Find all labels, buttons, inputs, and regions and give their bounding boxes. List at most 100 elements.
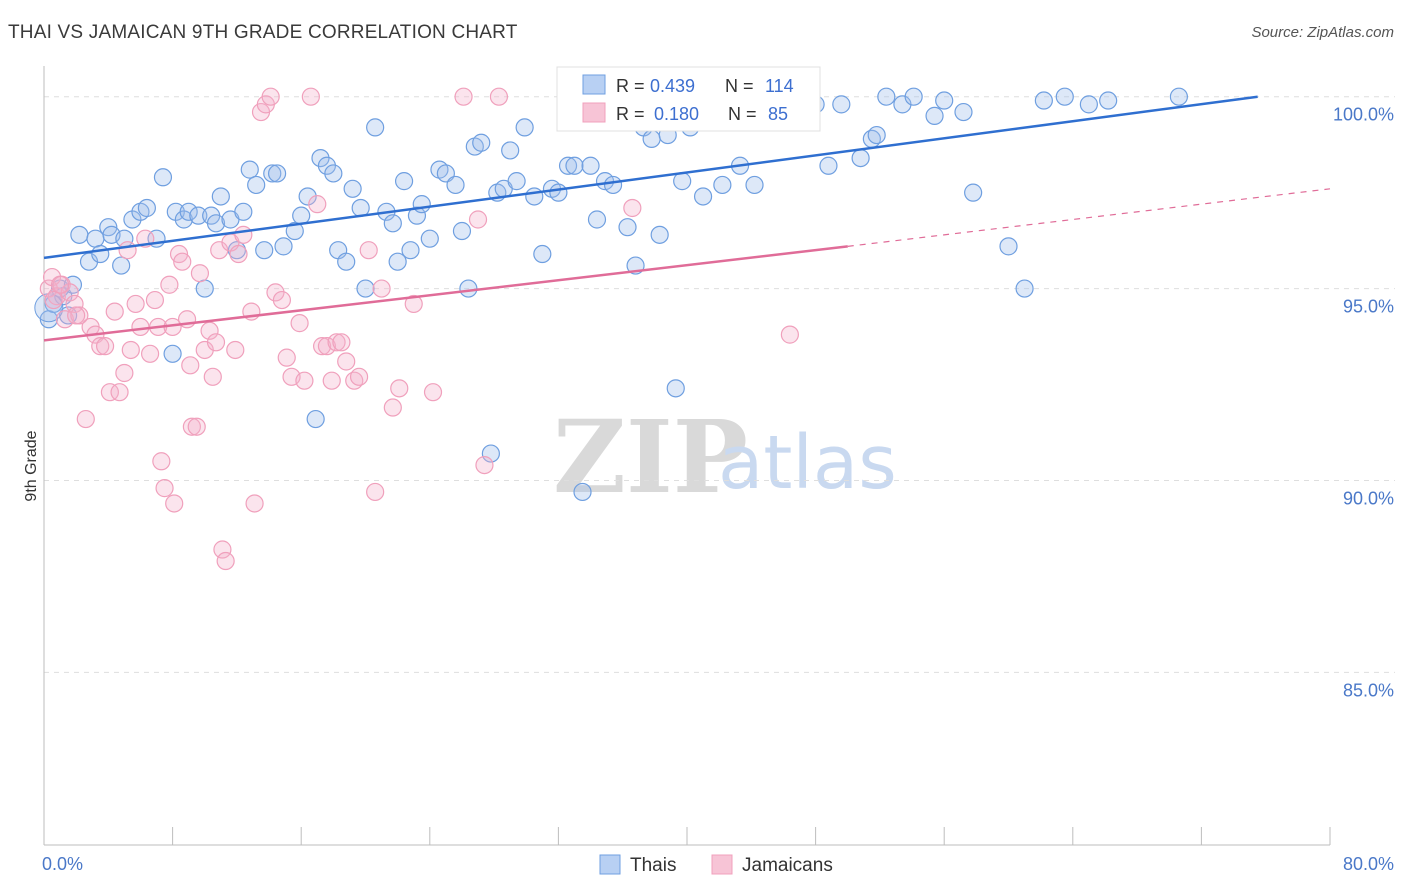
thais-point xyxy=(91,244,110,264)
thais-point xyxy=(137,198,156,218)
stats-jamaicans-r-value: 0.180 xyxy=(654,104,699,124)
x-tick-label-start: 0.0% xyxy=(42,854,83,874)
jamaicans-point xyxy=(290,314,309,333)
jamaicans-point xyxy=(332,333,351,352)
jamaicans-point xyxy=(245,494,264,513)
thais-point xyxy=(964,183,983,202)
jamaicans-point xyxy=(126,294,145,314)
jamaicans-point xyxy=(115,363,134,383)
thais-point xyxy=(459,279,478,298)
thais-point xyxy=(112,256,131,275)
thais-point xyxy=(472,133,491,152)
thais-point xyxy=(388,252,407,271)
legend-swatch-jamaicans xyxy=(711,854,733,875)
jamaicans-point xyxy=(50,275,70,294)
jamaicans-point xyxy=(203,367,222,386)
thais-point xyxy=(507,172,526,191)
jamaicans-point xyxy=(337,352,356,371)
stats-jamaicans-n-value: 85 xyxy=(768,104,788,124)
thais-point xyxy=(356,279,375,298)
stats-thais-r-value: 0.439 xyxy=(650,76,695,96)
jamaicans-point xyxy=(160,275,179,294)
jamaicans-point xyxy=(60,283,79,302)
thais-point xyxy=(206,214,226,233)
jamaicans-point xyxy=(349,367,369,386)
jamaicans-point xyxy=(55,310,74,329)
thais-point xyxy=(618,218,637,237)
thais-point xyxy=(292,206,311,225)
thais-point xyxy=(573,482,592,502)
x-tick-label-end: 80.0% xyxy=(1343,854,1394,874)
jamaicans-point xyxy=(229,244,248,264)
thais-point xyxy=(549,183,568,202)
thais-point xyxy=(247,175,266,195)
jamaicans-point xyxy=(131,317,150,337)
jamaicans-point xyxy=(152,452,171,471)
thais-point xyxy=(420,229,439,248)
thais-point xyxy=(501,141,520,160)
jamaicans-point xyxy=(155,479,174,498)
jamaicans-point xyxy=(140,344,160,363)
chart-title: THAI VS JAMAICAN 9TH GRADE CORRELATION C… xyxy=(8,22,518,43)
stats-thais-r-label: R = xyxy=(616,76,645,96)
jamaicans-point xyxy=(226,340,245,360)
thais-point xyxy=(877,87,896,106)
jamaicans-point xyxy=(327,333,346,352)
jamaicans-point xyxy=(404,294,423,314)
legend-swatch-thais xyxy=(599,854,621,875)
stats-jamaicans-n-label: N = xyxy=(728,104,757,124)
jamaicans-point xyxy=(182,417,201,436)
jamaicans-point xyxy=(317,337,337,356)
thais-point xyxy=(412,195,431,214)
y-axis-title: 9th Grade xyxy=(23,430,40,501)
jamaicans-point xyxy=(100,383,120,402)
thais-point xyxy=(234,202,253,221)
jamaicans-point xyxy=(272,290,292,310)
jamaicans-point xyxy=(308,195,327,214)
legend-label-jamaicans: Jamaicans xyxy=(742,855,833,876)
thais-point xyxy=(832,95,851,114)
jamaicans-point xyxy=(489,87,509,106)
stats-thais-n-value: 114 xyxy=(765,76,794,96)
thais-point xyxy=(298,187,317,206)
thais-point xyxy=(851,148,870,168)
thais-point xyxy=(163,344,182,363)
thais-point xyxy=(274,237,293,256)
thais-point xyxy=(255,241,274,260)
thais-point xyxy=(240,160,259,179)
y-tick-labels: 100.0% 95.0% 90.0% 85.0% xyxy=(1333,105,1394,701)
thais-point xyxy=(401,241,420,260)
jamaicans-point xyxy=(216,551,235,571)
thais-point xyxy=(904,87,923,106)
jamaicans-point xyxy=(190,264,210,283)
jamaicans-point xyxy=(372,279,391,298)
trendlines xyxy=(43,95,1331,342)
thais-point xyxy=(713,175,732,195)
thais-point xyxy=(935,91,954,110)
thais-point xyxy=(533,244,552,264)
y-tick-label: 100.0% xyxy=(1333,105,1394,125)
jamaicans-point xyxy=(76,409,95,429)
jamaicans-point xyxy=(44,290,63,310)
thais-point xyxy=(343,179,362,198)
thais-point xyxy=(211,187,230,206)
thais-point xyxy=(1055,87,1074,106)
jamaicans-point xyxy=(312,337,332,356)
jamaicans-point xyxy=(623,198,642,218)
jamaicans-point xyxy=(95,337,115,356)
thais-point xyxy=(446,175,465,195)
jamaicans-point xyxy=(454,87,473,106)
jamaicans-point xyxy=(118,241,137,260)
thais-point xyxy=(481,444,500,463)
jamaicans-trendline-extension xyxy=(847,188,1331,247)
jamaicans-point xyxy=(383,398,402,417)
jamaicans-point xyxy=(780,325,799,344)
jamaicans-point xyxy=(145,290,165,310)
thais-point xyxy=(306,409,325,429)
thais-point xyxy=(153,168,173,187)
thais-point xyxy=(285,221,304,241)
thais-point xyxy=(179,202,198,221)
thais-point xyxy=(366,118,385,137)
thais-point xyxy=(954,102,973,122)
y-tick-label: 85.0% xyxy=(1343,680,1394,700)
